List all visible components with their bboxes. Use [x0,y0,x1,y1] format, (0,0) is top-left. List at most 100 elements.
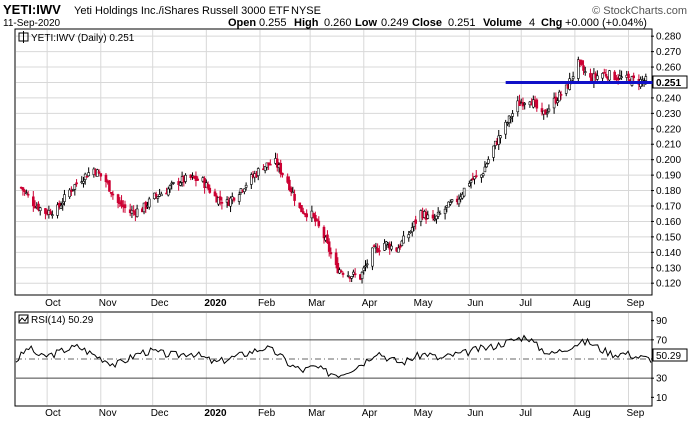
candle-body [73,184,77,190]
candle-body [627,73,630,79]
candle-body [56,204,59,216]
candle-body [339,270,343,273]
candle-body [312,213,315,217]
candle-body [25,192,28,194]
candle-body [412,221,416,227]
candle-body [275,158,279,168]
candle-body [480,174,483,178]
rsi-legend-line-icon [18,315,29,323]
rsi-legend-label: RSI(14) 50.29 [31,315,94,326]
candle-body [554,96,558,104]
candle-body [516,100,520,113]
candle-body [286,176,289,183]
candle-body [492,145,495,158]
candle-body [61,202,65,206]
candle-body [601,73,604,79]
candle-body [402,235,405,244]
candle-body [364,265,367,268]
candle-body [87,172,90,177]
chg-value: +0.000 (+0.04%) [565,17,647,29]
candle-body [504,121,507,135]
candle-body [132,210,135,212]
price-y-tick-label: 0.280 [656,32,681,43]
candle-body [613,71,616,81]
candle-body [448,202,452,205]
volume-label: Volume [483,17,522,29]
candle-body [559,94,563,96]
rsi-x-tick-label: Aug [573,408,591,419]
candle-body [75,182,78,185]
rsi-x-tick-label: Feb [258,408,276,419]
candle-body [438,212,442,215]
candle-body [350,276,353,279]
price-y-tick-label: 0.230 [656,109,681,120]
candle-body [431,214,435,219]
price-legend-label: YETI:IWV (Daily) 0.251 [31,33,135,44]
last-price-tag: 0.251 [652,75,688,89]
candle-body [511,113,514,117]
price-x-axis: Oct Nov Dec 2020 Feb Mar Apr May Jun Jul Aug Sep [45,298,645,309]
last-price-box [652,75,688,89]
candle-body [589,73,592,78]
candle-body [509,117,513,120]
candle-body [535,99,539,109]
rsi-legend-icon [18,314,29,324]
candle-body [329,252,333,255]
watermark: © StockCharts.com [592,5,687,17]
candle-body [82,180,85,184]
candle-body [487,159,490,164]
candle-body [378,250,381,252]
price-legend: YETI:IWV (Daily) 0.251 [18,31,135,44]
price-y-axis: 0.2800.2700.2600.2500.2400.2300.2200.210… [651,32,681,290]
candle-body [397,247,400,253]
candle-body [288,179,291,191]
candle-body [450,199,454,202]
candle-body [26,193,30,196]
candle-body [346,275,350,277]
candle-body [447,201,450,208]
candle-body [116,194,120,203]
candle-body [414,219,417,224]
candle-body [582,65,585,71]
candle-body [218,196,222,201]
candle-body [353,273,357,276]
candle-body [485,163,488,168]
price-y-tick-label: 0.200 [656,155,681,166]
candle-body [407,234,411,239]
candle-body [583,71,587,73]
candle-body [135,208,139,217]
candle-body [147,198,151,208]
candle-body [371,247,374,267]
candle-body [360,271,364,279]
candle-body [326,234,329,243]
close-label: Close [412,17,442,29]
candle-body [632,75,635,79]
candle-body [85,175,89,178]
open-label: Open [228,17,256,29]
candle-body [217,197,220,205]
volume-value: 4 [529,17,535,29]
price-x-tick-label: Sep [627,298,645,309]
close-value: 0.251 [448,17,476,29]
rsi-reference-lines [16,339,651,379]
candle-body [602,72,606,74]
candle-body [44,208,47,214]
price-candles [19,56,648,284]
candle-body [334,252,338,265]
chg-label: Chg [541,17,562,29]
candle-body [443,208,447,214]
low-label: Low [355,17,377,29]
candle-body [570,79,573,82]
candle-body [51,214,54,216]
price-y-tick-label: 0.190 [656,171,681,182]
price-x-tick-label: Nov [99,298,117,309]
rsi-y-tick-label: 30 [656,374,668,385]
candle-body [532,99,535,108]
candle-body [616,77,620,81]
candle-body [196,178,199,181]
exchange-label: NYSE [291,5,321,17]
candle-body [544,109,547,115]
candle-body [97,171,101,174]
candle-body [232,197,236,201]
rsi-x-tick-label: Mar [308,408,326,419]
